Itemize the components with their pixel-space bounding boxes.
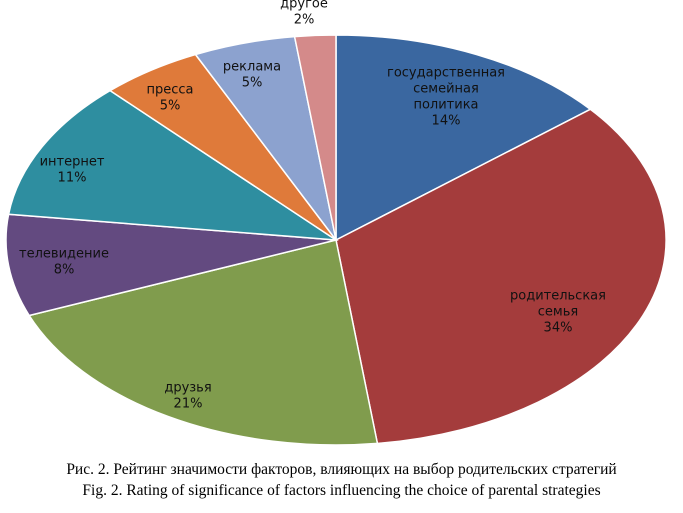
slice-name-label-0: политика bbox=[413, 98, 478, 113]
pie-slice-2 bbox=[28, 239, 379, 446]
pie-slice-0 bbox=[335, 34, 592, 242]
caption-ru-prefix: Рис. 2. bbox=[66, 461, 110, 478]
slice-name-label-5: пресса bbox=[146, 83, 193, 98]
slice-percent-label-5: 5% bbox=[160, 99, 181, 114]
slice-name-label-0: семейная bbox=[413, 82, 479, 97]
pie-slice-3 bbox=[5, 213, 337, 317]
slice-percent-label-3: 8% bbox=[54, 263, 75, 278]
slice-name-label-2: друзья bbox=[164, 381, 211, 396]
figure-caption-ru: Рис. 2. Рейтинг значимости факторов, вли… bbox=[0, 461, 683, 479]
pie-slice-7 bbox=[293, 34, 337, 241]
slice-name-label-1: семья bbox=[538, 305, 578, 320]
caption-ru-text: Рейтинг значимости факторов, влияющих на… bbox=[109, 461, 617, 478]
slice-name-label-0: государственная bbox=[387, 66, 505, 81]
slice-percent-label-6: 5% bbox=[242, 76, 263, 91]
slice-percent-label-2: 21% bbox=[174, 397, 203, 412]
slice-name-label-7: другое bbox=[280, 0, 328, 12]
slice-name-label-3: телевидение bbox=[19, 247, 109, 262]
figure-caption-en: Fig. 2. Rating of significance of factor… bbox=[82, 482, 601, 499]
slice-name-label-4: интернет bbox=[40, 155, 105, 170]
pie-slice-1 bbox=[335, 108, 667, 445]
slice-percent-label-1: 34% bbox=[544, 321, 573, 336]
slice-percent-label-7: 2% bbox=[294, 13, 315, 28]
slice-name-label-1: родительская bbox=[510, 289, 606, 304]
slice-name-label-6: реклама bbox=[223, 60, 281, 75]
slice-percent-label-0: 14% bbox=[432, 114, 461, 129]
slice-percent-label-4: 11% bbox=[58, 171, 87, 186]
pie-slice-4 bbox=[7, 89, 339, 241]
